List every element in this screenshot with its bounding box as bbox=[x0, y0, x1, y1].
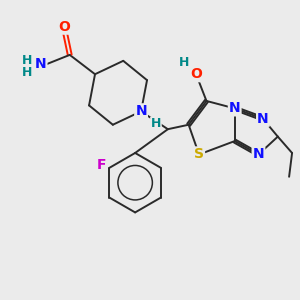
Text: S: S bbox=[194, 148, 204, 161]
Text: H: H bbox=[151, 117, 161, 130]
Text: H: H bbox=[178, 56, 189, 69]
Text: N: N bbox=[257, 112, 269, 126]
Text: O: O bbox=[191, 67, 203, 81]
Text: N: N bbox=[35, 57, 46, 71]
Text: H: H bbox=[22, 54, 32, 67]
Text: F: F bbox=[96, 158, 106, 172]
Text: N: N bbox=[229, 101, 241, 116]
Text: N: N bbox=[135, 104, 147, 118]
Text: O: O bbox=[58, 20, 70, 34]
Text: H: H bbox=[22, 66, 32, 79]
Text: N: N bbox=[253, 148, 264, 161]
